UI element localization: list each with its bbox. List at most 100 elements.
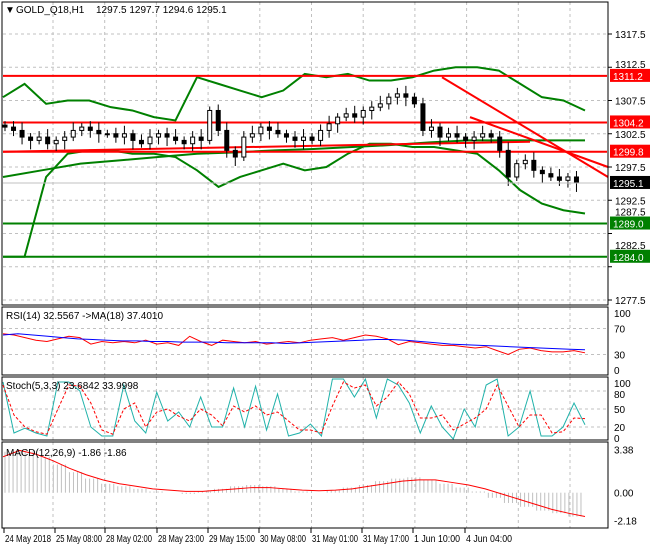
rsi-rsi_ma-line <box>2 333 586 351</box>
candle-body <box>224 129 230 151</box>
rsi-tick-label: 0 <box>614 366 620 377</box>
candle-body <box>2 124 8 128</box>
time-tick-label: 24 May 2018 <box>5 534 51 545</box>
candle-body <box>565 176 571 181</box>
candle-body <box>283 133 289 138</box>
candle-body <box>386 96 392 105</box>
candle-body <box>301 136 307 141</box>
current-price-tag <box>610 175 650 189</box>
price-tick-label: 1317.5 <box>615 30 646 41</box>
candle-body <box>446 133 452 138</box>
stoch-tick-label: 0 <box>614 434 620 445</box>
level-tag-label: 1284.0 <box>613 253 644 264</box>
macd-tick-label: 3.38 <box>614 445 634 456</box>
candle-body <box>19 129 25 138</box>
stoch-tick-label: 20 <box>614 423 626 434</box>
candle-body <box>87 126 93 131</box>
macd-panel[interactable] <box>2 449 586 518</box>
price-tick-label: 1282.5 <box>615 241 646 252</box>
price-tick-label: 1287.5 <box>615 208 646 219</box>
level-tag <box>610 249 650 263</box>
candle-body <box>28 136 34 141</box>
candle-body <box>505 149 511 178</box>
candle-body <box>463 136 469 141</box>
stoch-panel[interactable] <box>2 377 586 440</box>
stoch-title: Stoch(5,3,3) 23.6842 33.9998 <box>6 381 139 392</box>
bollinger-upper <box>2 66 586 122</box>
candle-body <box>514 163 520 178</box>
time-tick-label: 25 May 08:00 <box>56 534 102 545</box>
ohlc-label: 1297.5 1297.7 1294.6 1295.1 <box>96 5 227 16</box>
candle-body <box>96 129 102 135</box>
candle-body <box>147 136 153 145</box>
candle-body <box>53 139 59 145</box>
level-tag-label: 1289.0 <box>613 220 644 231</box>
moving-average <box>2 139 585 178</box>
stoch-tick-label: 100 <box>614 379 631 390</box>
rsi-tick-label: 100 <box>614 309 631 320</box>
price-tick-label: 1307.5 <box>615 97 646 108</box>
price-panel[interactable] <box>2 66 609 258</box>
candle-body <box>318 129 324 141</box>
candle-body <box>258 126 264 135</box>
candle-body <box>309 136 315 141</box>
rsi-frame <box>1 306 609 376</box>
rsi-title: RSI(14) 32.5567 ->MA(18) 37.4010 <box>6 311 163 322</box>
level-tag <box>610 68 650 82</box>
candle-body <box>471 136 477 141</box>
level-tag <box>610 144 650 158</box>
candle-body <box>190 136 196 145</box>
macd-signal-line <box>2 449 586 518</box>
level-tag-label: 1304.2 <box>613 118 644 129</box>
collapse-arrow-icon[interactable]: ▼ <box>5 5 15 16</box>
trendline <box>469 116 609 168</box>
candle-body <box>454 133 460 138</box>
candle-body <box>45 136 51 145</box>
candle-body <box>497 136 503 151</box>
candle-body <box>113 133 119 138</box>
time-tick-label: 28 May 23:00 <box>158 534 204 545</box>
candle-body <box>573 176 579 184</box>
level-tag <box>610 115 650 129</box>
panel-frames <box>1 1 609 529</box>
macd-tick-label: -2.18 <box>614 517 637 528</box>
main-frame <box>1 1 609 306</box>
macd-title: MACD(12,26,9) -1.86 -1.86 <box>6 448 127 459</box>
price-tick-label: 1297.5 <box>615 163 646 174</box>
time-tick-label: 4 Jun 04:00 <box>466 534 512 545</box>
candle-body <box>292 136 298 141</box>
candle-body <box>343 113 349 118</box>
candle-body <box>335 116 341 125</box>
rsi-panel[interactable] <box>2 333 586 356</box>
time-tick-label: 31 May 01:00 <box>312 534 358 545</box>
time-tick-label: 30 May 08:00 <box>260 534 306 545</box>
candle-body <box>156 133 162 138</box>
candle-body <box>11 126 17 131</box>
candle-body <box>428 126 434 131</box>
candle-body <box>411 96 417 105</box>
candle-body <box>437 126 443 138</box>
candle-body <box>207 109 213 141</box>
candle-body <box>164 133 170 138</box>
candle-body <box>394 93 400 98</box>
candle-body <box>522 159 528 165</box>
candle-body <box>104 133 110 136</box>
candle-body <box>556 176 562 181</box>
candle-body <box>480 133 486 138</box>
stoch-signal-line <box>2 381 586 435</box>
price-tick-label: 1277.5 <box>615 296 646 307</box>
stoch-tick-label: 80 <box>614 390 626 401</box>
candle-body <box>548 173 554 178</box>
candle-body <box>420 103 426 131</box>
rsi-tick-label: 70 <box>614 325 626 336</box>
level-tag-label: 1311.2 <box>613 72 643 83</box>
candle-body <box>360 109 366 118</box>
candle-body <box>266 126 272 131</box>
candle-body <box>62 136 68 141</box>
trendline <box>441 76 609 178</box>
candle-body <box>198 136 204 141</box>
time-tick-label: 29 May 15:00 <box>209 534 255 545</box>
time-tick-label: 28 May 02:00 <box>106 534 152 545</box>
